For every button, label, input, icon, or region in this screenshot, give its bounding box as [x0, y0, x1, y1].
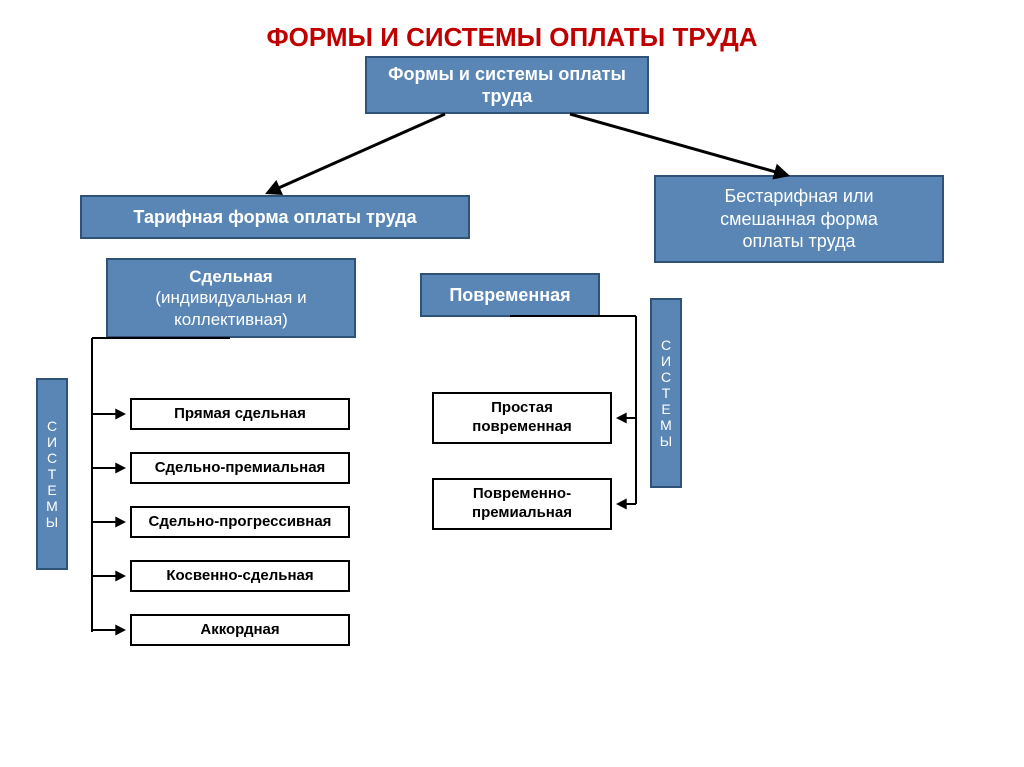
vlabel-left-text: СИСТЕМЫ [46, 418, 58, 531]
node-timebased-label: Повременная [449, 284, 570, 307]
node-sd1: Прямая сдельная [130, 398, 350, 430]
node-tariff: Тарифная форма оплаты труда [80, 195, 470, 239]
node-sd2: Сдельно-премиальная [130, 452, 350, 484]
vlabel-right: СИСТЕМЫ [650, 298, 682, 488]
node-nontariff: Бестарифная илисмешанная формаоплаты тру… [654, 175, 944, 263]
node-piecework: Сдельная (индивидуальная иколлективная) [106, 258, 356, 338]
node-root-label: Формы и системы оплатытруда [388, 63, 626, 108]
node-tariff-label: Тарифная форма оплаты труда [133, 206, 416, 229]
node-root: Формы и системы оплатытруда [365, 56, 649, 114]
node-sd5: Аккордная [130, 614, 350, 646]
diagram-title: ФОРМЫ И СИСТЕМЫ ОПЛАТЫ ТРУДА [0, 22, 1024, 53]
vlabel-left: СИСТЕМЫ [36, 378, 68, 570]
vlabel-right-text: СИСТЕМЫ [660, 337, 672, 450]
node-sd3: Сдельно-прогрессивная [130, 506, 350, 538]
node-timebased: Повременная [420, 273, 600, 317]
node-pv1: Простаяповременная [432, 392, 612, 444]
node-piecework-label: Сдельная (индивидуальная иколлективная) [155, 266, 306, 330]
arrows-layer [0, 0, 1024, 767]
node-pv2: Повременно-премиальная [432, 478, 612, 530]
node-nontariff-label: Бестарифная илисмешанная формаоплаты тру… [720, 185, 878, 253]
node-sd4: Косвенно-сдельная [130, 560, 350, 592]
